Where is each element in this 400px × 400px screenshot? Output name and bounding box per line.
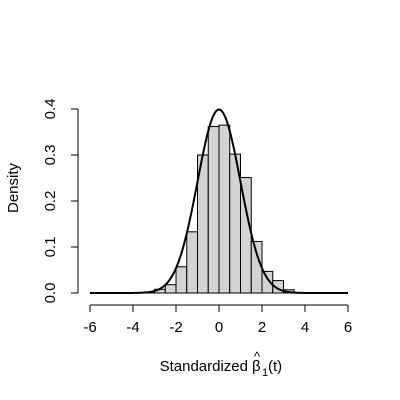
histogram-bar	[272, 280, 284, 294]
histogram-bar	[250, 240, 263, 294]
y-tick-label: 0.0	[42, 283, 59, 304]
density-curve	[90, 108, 348, 294]
x-tick-label: 6	[344, 319, 352, 336]
y-tick-label: 0.3	[42, 145, 59, 166]
x-axis-label-text: Standardized	[160, 358, 248, 375]
x-axis-label-subscript: 1	[262, 367, 268, 379]
x-tick-label: 0	[215, 319, 223, 336]
x-axis-label-symbol: β	[252, 358, 261, 375]
histogram-bar	[218, 124, 231, 294]
y-tick-label: 0.1	[42, 237, 59, 258]
x-axis: -6 -4 -2 0 2 4 6	[83, 304, 352, 336]
x-tick-label: -4	[126, 319, 139, 336]
x-axis-label-suffix: (t)	[268, 358, 282, 375]
histogram-bar	[164, 284, 177, 294]
histogram-bar	[175, 266, 188, 294]
x-tick-label: 4	[301, 319, 309, 336]
y-axis: 0.0 0.1 0.2 0.3 0.4	[42, 99, 79, 304]
histogram-bar	[186, 231, 198, 294]
x-tick-label: 2	[258, 319, 266, 336]
x-tick-label: -6	[83, 319, 96, 336]
y-axis-label: Density	[5, 162, 22, 213]
y-tick-label: 0.4	[42, 99, 59, 120]
x-tick-label: -2	[169, 319, 182, 336]
histogram-bars	[143, 124, 295, 294]
x-axis-label: Standardized ^ β 1 (t)	[160, 349, 283, 379]
histogram-bar	[207, 125, 220, 294]
y-tick-label: 0.2	[42, 191, 59, 212]
x-axis-label-hat: ^	[254, 349, 261, 364]
